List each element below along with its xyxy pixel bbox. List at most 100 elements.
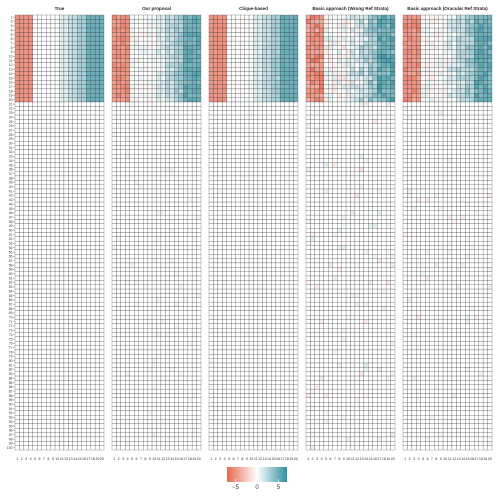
heatmap-cell [41, 336, 47, 342]
heatmap-cell [156, 297, 162, 303]
y-tick-label: 94 [9, 420, 13, 424]
heatmap-cell [14, 310, 20, 316]
heatmap-cell [14, 171, 20, 177]
heatmap-cell [147, 188, 153, 194]
heatmap-cell [99, 297, 105, 303]
heatmap-cell [134, 332, 139, 338]
heatmap-cell [94, 441, 100, 446]
heatmap-cell [81, 106, 87, 111]
heatmap-cell [125, 88, 130, 94]
heatmap-cell [143, 254, 148, 259]
heatmap-cell [111, 27, 117, 33]
heatmap-cell [151, 432, 157, 438]
heatmap-cell [90, 23, 96, 29]
heatmap-cell [81, 397, 87, 403]
y-tick-label: 5 [11, 33, 13, 37]
heatmap-cell [68, 136, 73, 142]
heatmap-cell [174, 232, 179, 237]
heatmap-cell [178, 223, 184, 229]
heatmap-cell [147, 397, 153, 403]
heatmap-cell [191, 441, 197, 446]
heatmap-cell [63, 145, 69, 150]
heatmap-cell [99, 275, 105, 281]
heatmap-cell [147, 149, 153, 155]
heatmap-cell [120, 393, 126, 398]
heatmap-cell [116, 158, 122, 164]
heatmap-cell [222, 97, 227, 103]
heatmap-cell [94, 232, 100, 237]
y-tick-label: 50 [9, 229, 13, 233]
heatmap-cell [178, 402, 184, 407]
heatmap-cell [28, 271, 33, 277]
heatmap-cell [46, 193, 51, 198]
heatmap-cell [14, 423, 20, 429]
heatmap-cell [19, 249, 25, 255]
heatmap-cell [169, 428, 175, 433]
heatmap-cell [262, 162, 267, 168]
heatmap-cell [262, 149, 267, 155]
heatmap-cell [191, 349, 197, 355]
heatmap-cell [94, 62, 100, 68]
heatmap-cell [262, 141, 267, 146]
heatmap-cell [37, 406, 42, 411]
heatmap-cell [222, 158, 227, 164]
heatmap-cell [41, 306, 47, 311]
heatmap-cell [187, 45, 193, 50]
heatmap-cell [165, 341, 170, 346]
heatmap-cell [275, 97, 281, 103]
heatmap-cell [28, 388, 33, 394]
heatmap-cell [90, 406, 96, 411]
heatmap-cell [235, 136, 241, 142]
heatmap-cell [231, 49, 236, 55]
heatmap-cell [116, 97, 122, 103]
heatmap-cell [116, 297, 122, 303]
heatmap-cell [86, 197, 91, 203]
heatmap-cell [125, 36, 130, 42]
heatmap-cell [99, 49, 105, 55]
heatmap-cell [28, 162, 33, 168]
heatmap-cell [111, 19, 117, 24]
heatmap-cell [81, 14, 87, 20]
heatmap-cell [222, 62, 227, 68]
heatmap-cell [226, 23, 232, 29]
heatmap-cell [81, 423, 87, 429]
heatmap-cell [196, 284, 202, 290]
heatmap-cell [151, 293, 157, 298]
heatmap-cell [77, 154, 82, 159]
heatmap-cell [81, 358, 87, 364]
heatmap-cell [191, 236, 197, 242]
x-tick-label: 11 [157, 457, 161, 461]
heatmap-cell [111, 180, 117, 185]
heatmap-cell [14, 58, 20, 63]
heatmap-cell [165, 419, 170, 425]
heatmap-cell [50, 375, 56, 381]
heatmap-cell [134, 354, 139, 359]
heatmap-cell [125, 267, 130, 272]
heatmap-cell [151, 267, 157, 272]
heatmap-cell [231, 80, 236, 85]
heatmap-cell [196, 271, 202, 277]
heatmap-cell [59, 315, 65, 320]
heatmap-cell [275, 158, 281, 164]
heatmap-cell [28, 158, 33, 164]
heatmap-cell [72, 310, 78, 316]
heatmap-cell [244, 123, 250, 129]
heatmap-cell [59, 306, 65, 311]
heatmap-cell [151, 328, 157, 333]
heatmap-cell [72, 423, 78, 429]
heatmap-cell [77, 45, 82, 50]
heatmap-cell [266, 49, 272, 55]
heatmap-cell [94, 319, 100, 324]
heatmap-cell [156, 58, 162, 63]
heatmap-cell [151, 149, 157, 155]
heatmap-cell [253, 145, 259, 150]
heatmap-cell [262, 158, 267, 164]
heatmap-cell [19, 262, 25, 268]
heatmap-cell [99, 310, 105, 316]
heatmap-cell [86, 110, 91, 116]
heatmap-cell [240, 141, 245, 146]
heatmap-cell [37, 75, 42, 81]
heatmap-cell [208, 158, 214, 164]
heatmap-cell [213, 158, 219, 164]
heatmap-cell [54, 288, 60, 294]
